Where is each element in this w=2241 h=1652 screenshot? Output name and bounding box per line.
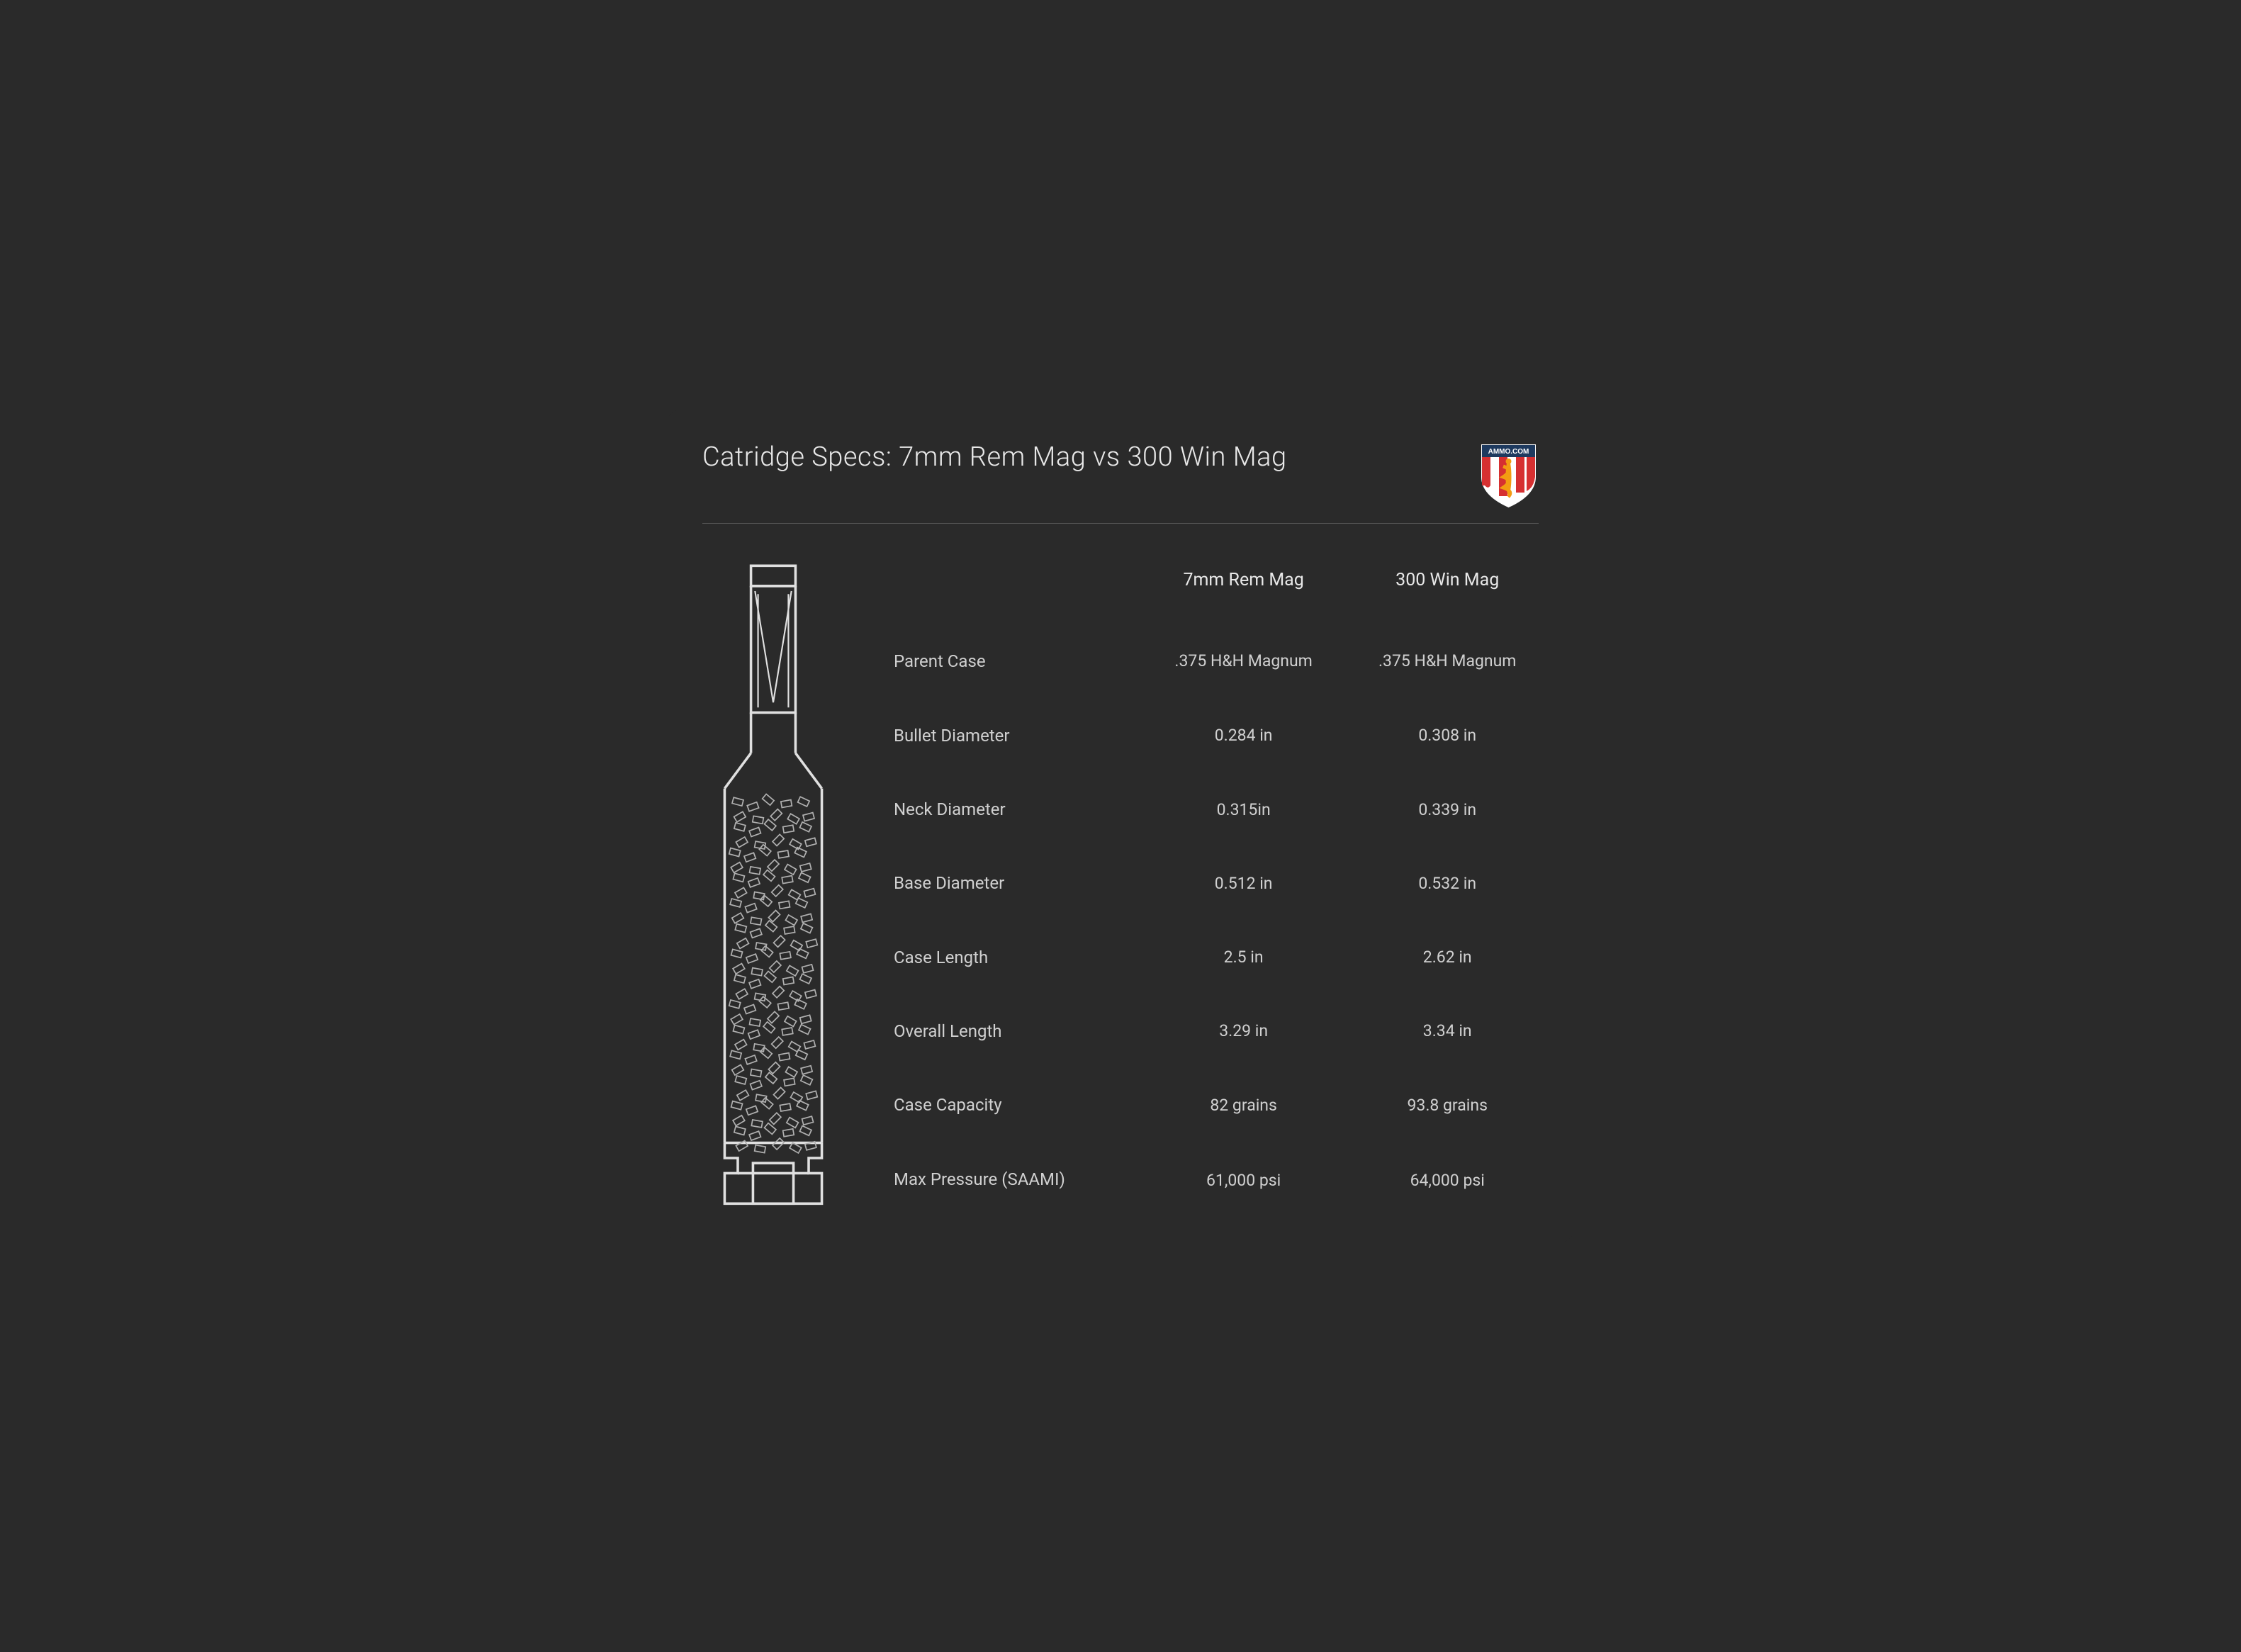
cartridge-illustration xyxy=(702,556,844,1214)
table-header-spacer xyxy=(894,580,1131,595)
ammo-logo: AMMO.COM xyxy=(1478,442,1539,509)
spec-label: Case Capacity xyxy=(894,1086,1131,1123)
spec-value: 93.8 grains xyxy=(1356,1087,1539,1123)
page-title: Catridge Specs: 7mm Rem Mag vs 300 Win M… xyxy=(702,442,1287,473)
spec-value: 64,000 psi xyxy=(1356,1162,1539,1198)
spec-value: 82 grains xyxy=(1152,1087,1335,1123)
spec-label: Case Length xyxy=(894,939,1131,976)
spec-value: 0.284 in xyxy=(1152,717,1335,753)
spec-value: .375 H&H Magnum xyxy=(1356,642,1539,680)
spec-label: Base Diameter xyxy=(894,865,1131,901)
spec-label: Overall Length xyxy=(894,1013,1131,1050)
logo-text: AMMO.COM xyxy=(1488,448,1529,456)
spec-value: 2.62 in xyxy=(1356,939,1539,975)
header: Catridge Specs: 7mm Rem Mag vs 300 Win M… xyxy=(702,442,1539,509)
spec-label: Parent Case xyxy=(894,643,1131,680)
specs-table: 7mm Rem Mag 300 Win Mag Parent Case .375… xyxy=(894,556,1539,1214)
spec-card: Catridge Specs: 7mm Rem Mag vs 300 Win M… xyxy=(667,410,1574,1242)
spec-value: 3.34 in xyxy=(1356,1013,1539,1049)
spec-value: 0.315in xyxy=(1152,792,1335,828)
content-area: 7mm Rem Mag 300 Win Mag Parent Case .375… xyxy=(702,556,1539,1214)
spec-value: 3.29 in xyxy=(1152,1013,1335,1049)
column-header-1: 7mm Rem Mag xyxy=(1152,570,1335,605)
spec-value: 2.5 in xyxy=(1152,939,1335,975)
spec-value: 61,000 psi xyxy=(1152,1162,1335,1198)
spec-value: 0.339 in xyxy=(1356,792,1539,828)
spec-value: .375 H&H Magnum xyxy=(1152,643,1335,679)
spec-label: Bullet Diameter xyxy=(894,717,1131,754)
spec-label: Neck Diameter xyxy=(894,791,1131,828)
divider xyxy=(702,523,1539,524)
spec-label: Max Pressure (SAAMI) xyxy=(894,1160,1131,1199)
column-header-2: 300 Win Mag xyxy=(1356,570,1539,605)
spec-value: 0.308 in xyxy=(1356,717,1539,753)
spec-value: 0.532 in xyxy=(1356,865,1539,901)
spec-value: 0.512 in xyxy=(1152,865,1335,901)
